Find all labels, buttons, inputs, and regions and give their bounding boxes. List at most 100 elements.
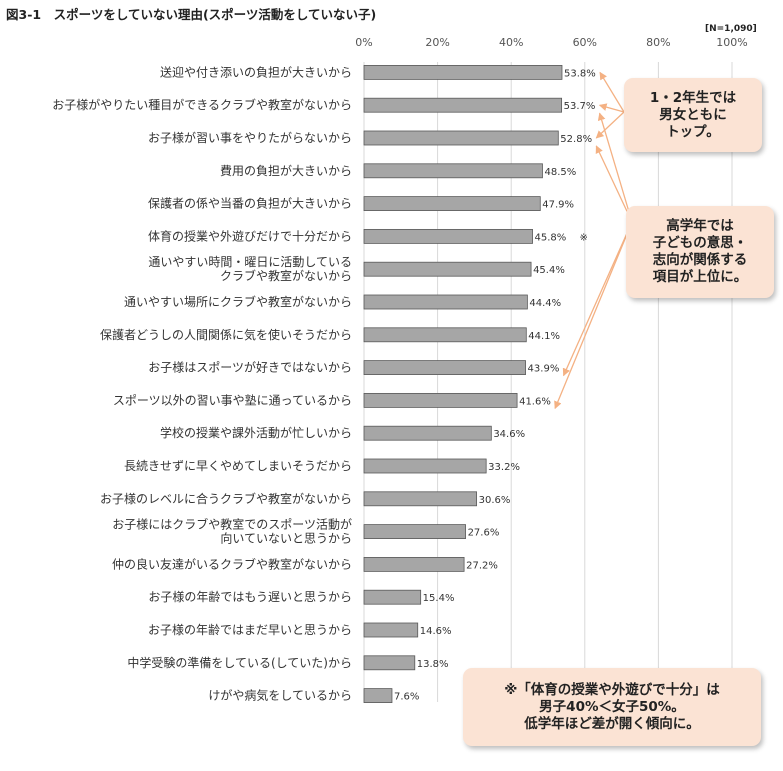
annotation-arrow: [597, 112, 633, 223]
bar: [363, 622, 419, 638]
bar: [363, 589, 422, 605]
annotation-note-footnote: ※「体育の授業や外遊びで十分」は 男子40%＜女子50%。 低学年ほど差が開く傾…: [463, 668, 761, 746]
category-label-line: お子様がやりたい種目ができるクラブや教室がないから: [52, 97, 352, 112]
value-label: 53.7%: [564, 101, 596, 112]
annotation-note-upper-grades: 高学年では 子どもの意思・ 志向が関係する 項目が上位に。: [626, 206, 774, 298]
category-label-line: スポーツ以外の習い事や塾に通っているから: [113, 392, 352, 407]
category-label: 仲の良い友達がいるクラブや教室がないから: [112, 556, 352, 571]
value-label: 13.8%: [417, 659, 449, 670]
annotation-arrows: [554, 71, 633, 410]
category-label: お子様の年齢ではもう遅いと思うから: [148, 589, 352, 604]
bar: [363, 228, 533, 244]
category-label: 費用の負担が大きいから: [220, 163, 352, 178]
x-tick-label: 100%: [716, 36, 747, 49]
category-label-line: お子様の年齢ではもう遅いと思うから: [148, 589, 352, 604]
category-label: けがや病気をしているから: [208, 688, 352, 703]
category-label-line: 長続きせずに早くやめてしまいそうだから: [124, 459, 352, 473]
value-label: 27.2%: [466, 560, 498, 571]
category-label: お子様の年齢ではまだ早いと思うから: [148, 622, 352, 637]
value-label: 43.9%: [528, 364, 560, 375]
value-label: 34.6%: [493, 429, 525, 440]
chart-title: 図3-1 スポーツをしていない理由(スポーツ活動をしていない子): [6, 7, 377, 22]
category-label: 中学受験の準備をしている(していた)から: [127, 655, 352, 670]
annotation-arrow: [598, 103, 625, 113]
value-label: 27.6%: [468, 528, 500, 539]
value-label: 53.8%: [564, 68, 596, 79]
bar: [363, 294, 528, 310]
sample-size-note: [N=1,090]: [705, 24, 757, 34]
category-label-line: お子様の年齢ではまだ早いと思うから: [148, 622, 352, 637]
bar: [363, 524, 466, 539]
category-label: 通いやすい時間・曜日に活動しているクラブや教室がないから: [148, 255, 352, 283]
category-label: 通いやすい場所にクラブや教室がないから: [124, 294, 352, 309]
category-label-line: 費用の負担が大きいから: [220, 163, 352, 178]
bar: [363, 130, 559, 146]
category-label-line: お子様が習い事をやりたがらないから: [148, 130, 352, 145]
category-label-line: 通いやすい場所にクラブや教室がないから: [124, 294, 352, 309]
category-label: 学校の授業や課外活動が忙しいから: [160, 425, 352, 440]
category-label: 長続きせずに早くやめてしまいそうだから: [124, 459, 352, 473]
value-labels: 53.8% 53.7% 52.8% 48.5% 47.9% 45.8% ※ 45.4% 44.4…: [394, 68, 596, 702]
bar: [363, 557, 465, 572]
category-label-line: お子様はスポーツが好きではないから: [148, 360, 352, 375]
gridlines: [363, 62, 733, 702]
category-label-line: 学校の授業や課外活動が忙しいから: [160, 425, 352, 440]
annotation-arrow: [599, 71, 625, 113]
category-label-line: 保護者どうしの人間関係に気を使いそうだから: [100, 327, 352, 342]
category-label: お子様がやりたい種目ができるクラブや教室がないから: [52, 97, 352, 112]
annotation-arrow: [562, 221, 633, 377]
bar: [363, 491, 478, 507]
bar: [363, 163, 543, 179]
category-label-line: クラブや教室がないから: [220, 268, 352, 283]
value-label: 15.4%: [423, 593, 455, 604]
category-label-line: 向いていないと思うから: [220, 531, 352, 546]
category-label-line: 保護者の係や当番の負担が大きいから: [148, 196, 352, 211]
x-tick-label: 0%: [355, 36, 372, 49]
value-label: 30.6%: [479, 495, 511, 506]
x-tick-label: 80%: [646, 36, 670, 49]
value-label: 33.2%: [488, 462, 520, 473]
bars: [363, 65, 563, 703]
value-label: 48.5%: [544, 167, 576, 178]
value-label: 44.1%: [528, 331, 560, 342]
category-label-line: 体育の授業や外遊びだけで十分だから: [148, 228, 352, 243]
category-label-line: 通いやすい時間・曜日に活動している: [148, 255, 352, 269]
category-label-line: 送迎や付き添いの負担が大きいから: [160, 64, 352, 79]
annotation-arrow: [554, 221, 633, 410]
category-labels: 送迎や付き添いの負担が大きいからお子様がやりたい種目ができるクラブや教室がないか…: [52, 64, 352, 702]
value-label: 41.6%: [519, 396, 551, 407]
category-label: お子様はスポーツが好きではないから: [148, 360, 352, 375]
category-label-line: お子様のレベルに合うクラブや教室がないから: [100, 491, 352, 506]
x-tick-label: 40%: [499, 36, 523, 49]
value-label: 52.8%: [560, 134, 592, 145]
category-label: 送迎や付き添いの負担が大きいから: [160, 64, 352, 79]
annotation-arrow: [595, 111, 625, 139]
value-label: 14.6%: [420, 626, 452, 637]
bar: [363, 425, 492, 441]
bar: [363, 196, 541, 212]
value-label: 45.4%: [533, 265, 565, 276]
footnote-marker: ※: [580, 232, 588, 243]
value-label: 44.4%: [529, 298, 561, 309]
category-label-line: 仲の良い友達がいるクラブや教室がないから: [112, 556, 352, 571]
bar: [363, 458, 487, 474]
category-label: お子様のレベルに合うクラブや教室がないから: [100, 491, 352, 506]
value-label: 47.9%: [542, 200, 574, 211]
category-label: お子様が習い事をやりたがらないから: [148, 130, 352, 145]
bar: [363, 360, 526, 376]
bar: [363, 688, 393, 703]
bar: [363, 261, 532, 277]
category-label: 保護者どうしの人間関係に気を使いそうだから: [100, 327, 352, 342]
category-label-line: お子様にはクラブや教室でのスポーツ活動が: [112, 517, 352, 532]
annotation-arrow: [595, 145, 633, 223]
bar: [363, 65, 563, 80]
bar: [363, 392, 518, 408]
value-label: 7.6%: [394, 692, 419, 703]
category-label-line: 中学受験の準備をしている(していた)から: [127, 655, 352, 670]
bar: [363, 327, 527, 343]
x-tick-label: 20%: [425, 36, 449, 49]
category-label: 保護者の係や当番の負担が大きいから: [148, 196, 352, 211]
bar: [363, 97, 563, 113]
bar: [363, 655, 416, 671]
